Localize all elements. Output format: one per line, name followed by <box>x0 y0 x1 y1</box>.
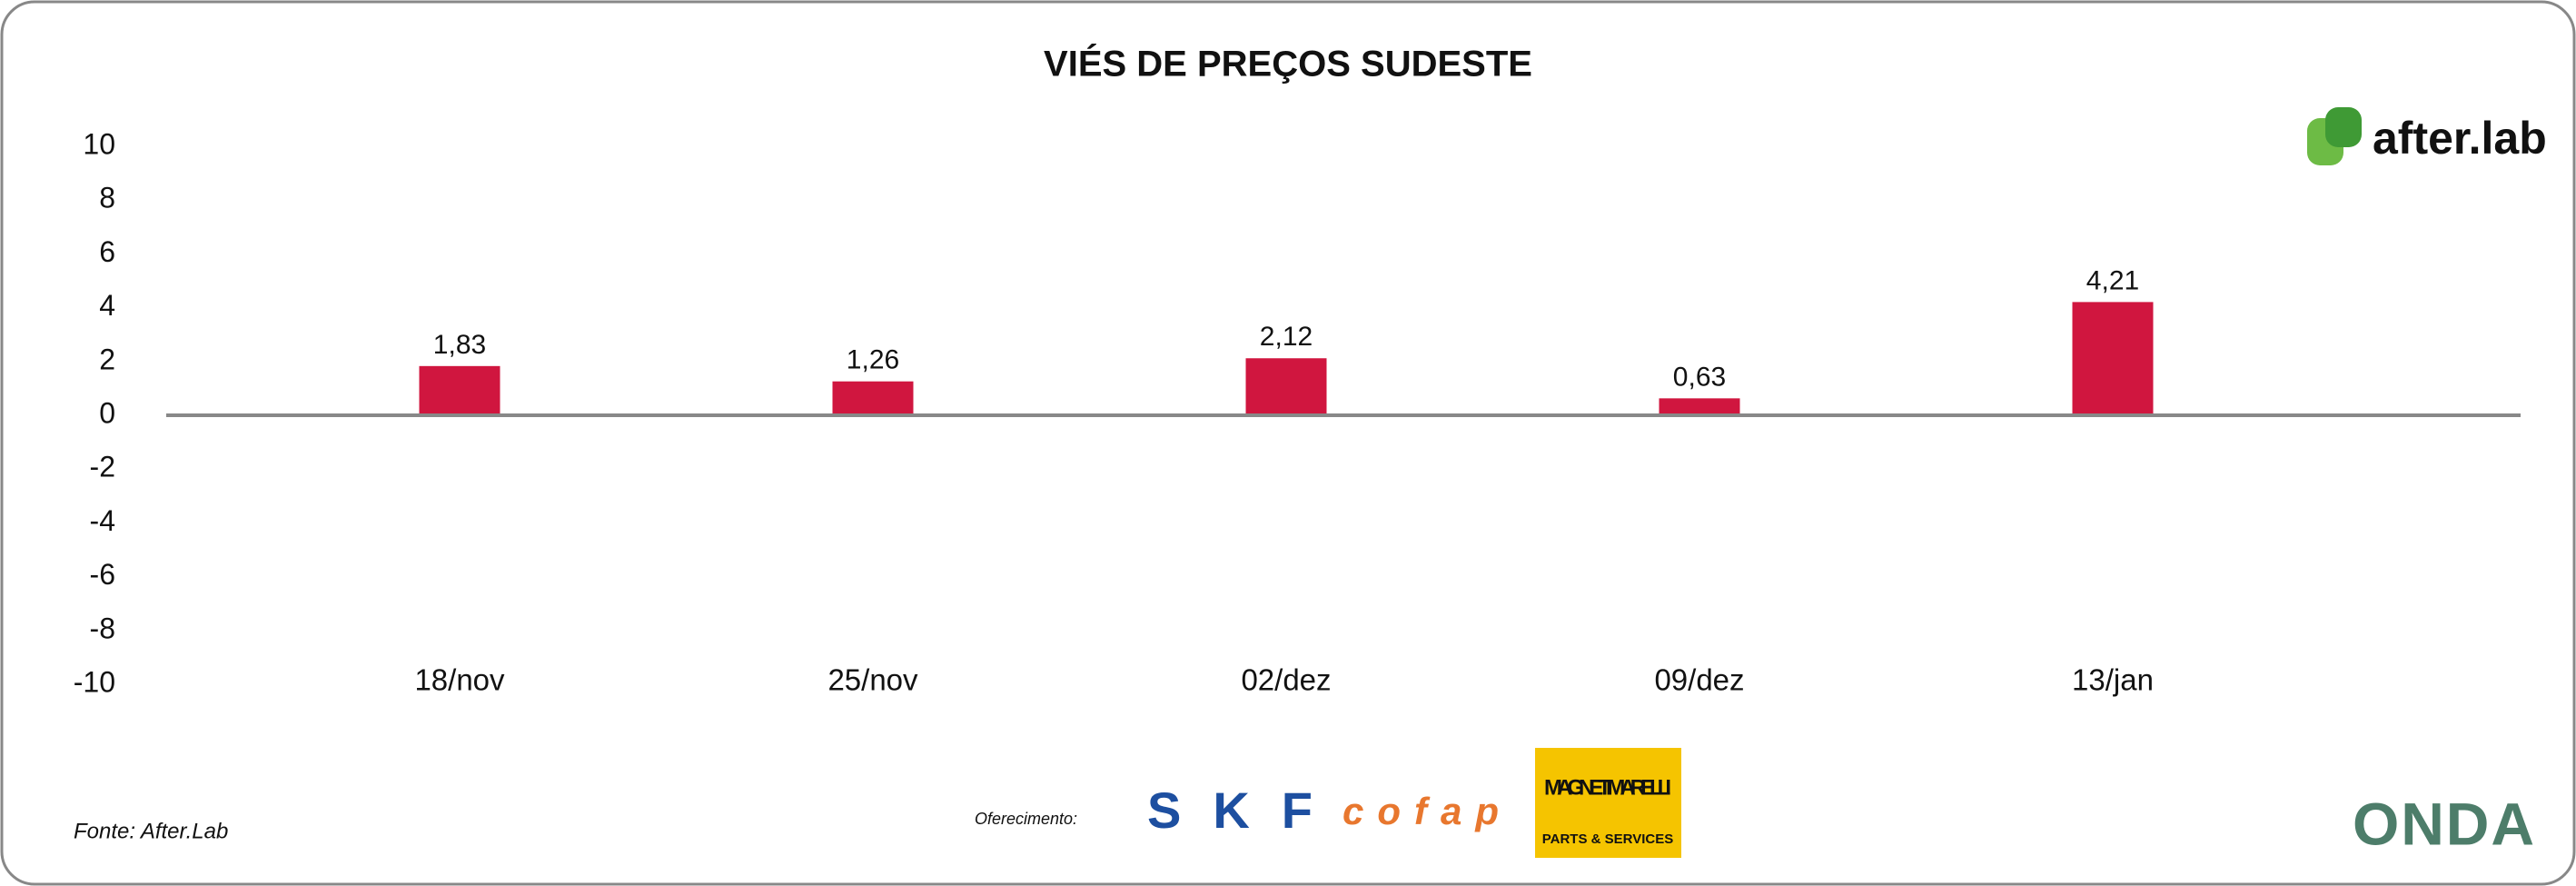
partner-logo: ONDA <box>2353 790 2534 857</box>
y-tick-label: -6 <box>90 558 115 591</box>
x-tick-label: 09/dez <box>1654 663 1744 697</box>
value-label: 2,12 <box>1260 322 1313 352</box>
value-label: 1,83 <box>433 330 486 360</box>
y-tick-label: -4 <box>90 504 115 537</box>
value-label: 4,21 <box>2086 265 2139 295</box>
y-tick-label: -8 <box>90 612 115 644</box>
bar <box>419 365 500 415</box>
source: Fonte: After.Lab <box>74 819 228 843</box>
bar <box>832 381 914 415</box>
brand-name: after.lab <box>2373 113 2547 164</box>
brand-icon <box>2325 107 2362 147</box>
y-tick-label: 10 <box>83 127 115 160</box>
chart-title: VIÉS DE PREÇOS SUDESTE <box>1044 44 1532 85</box>
x-tick-label: 18/nov <box>414 663 505 697</box>
x-tick-label: 02/dez <box>1241 663 1331 697</box>
x-tick-label: 13/jan <box>2072 663 2154 697</box>
y-tick-label: 6 <box>99 235 115 268</box>
bar <box>2072 302 2154 415</box>
sponsor-box <box>1535 748 1681 858</box>
y-tick-label: 8 <box>99 182 115 214</box>
y-tick-label: 2 <box>99 343 115 375</box>
sponsor-logo: MAGNETI MARELLI <box>1544 775 1671 800</box>
value-label: 1,26 <box>847 345 899 375</box>
value-label: 0,63 <box>1673 362 1726 392</box>
sponsor-label: Oferecimento: <box>975 810 1077 828</box>
y-tick-label: 4 <box>99 289 115 322</box>
bar <box>1659 398 1740 415</box>
y-tick-label: -10 <box>74 665 115 698</box>
y-tick-label: 0 <box>99 396 115 429</box>
x-tick-label: 25/nov <box>827 663 918 697</box>
brand-logo: after.lab <box>2307 107 2547 165</box>
sponsor-logo: PARTS & SERVICES <box>1542 831 1673 847</box>
bar <box>1245 358 1327 415</box>
sponsor-logo: SKF <box>1147 781 1313 839</box>
y-tick-label: -2 <box>90 451 115 483</box>
